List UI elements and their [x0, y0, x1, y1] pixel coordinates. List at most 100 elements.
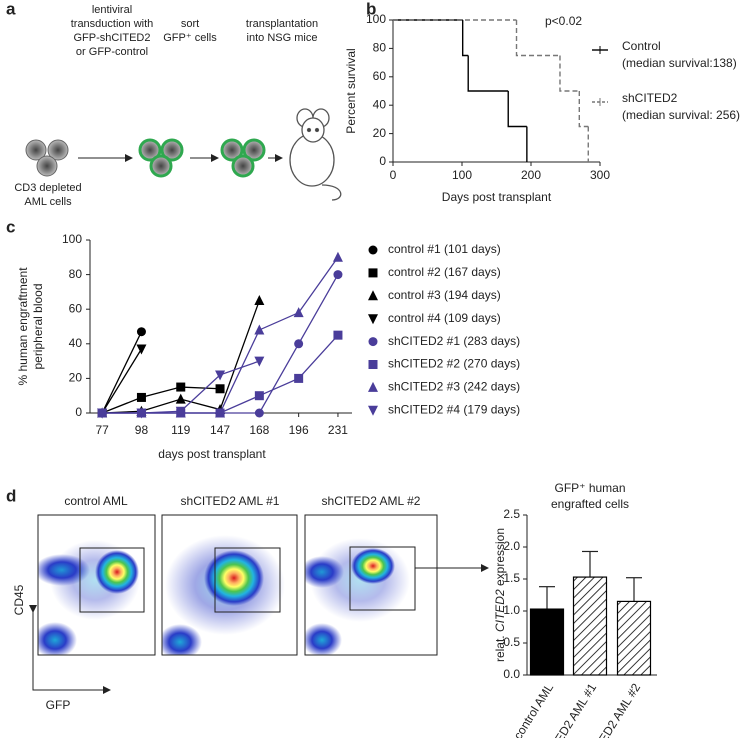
y-tick-label: 2.5: [503, 507, 520, 521]
y-tick-label: 40: [69, 336, 83, 350]
chart-title: engrafted cells: [551, 497, 629, 511]
y-tick-label: 1.0: [503, 603, 520, 617]
legend-label: shCITED2 #4 (179 days): [388, 402, 520, 416]
y-tick-label: 0: [75, 405, 82, 419]
marker: [332, 251, 343, 262]
x-tick-label: 98: [135, 423, 149, 437]
legend-label: control #4 (109 days): [388, 311, 501, 325]
y-tick-label: 40: [373, 97, 387, 111]
y-tick-label: 0: [379, 154, 386, 168]
marker: [175, 393, 186, 404]
x-tick-label: 168: [249, 423, 269, 437]
x-tick-label: 119: [171, 423, 190, 437]
step-label: GFP-shCITED2: [73, 32, 150, 44]
y-axis-label-part: CITED2: [493, 589, 507, 632]
y-tick-label: 80: [373, 41, 387, 55]
annotation: p<0.02: [545, 14, 582, 28]
chart-title: GFP⁺ human: [554, 481, 625, 495]
x-tick-label: 196: [289, 423, 309, 437]
legend-note: (median survival: 256): [622, 108, 740, 122]
legend-label: control #2 (167 days): [388, 265, 501, 279]
legend-label: control #3 (194 days): [388, 288, 501, 302]
step-label: or GFP-control: [76, 46, 148, 58]
x-tick-label: 200: [521, 168, 541, 182]
marker: [175, 406, 186, 417]
step-label: lentiviral: [92, 4, 132, 16]
cell-group: [220, 138, 266, 178]
marker: [294, 339, 304, 349]
survival-step: [467, 55, 509, 92]
marker: [215, 370, 226, 381]
marker: [254, 391, 264, 401]
bar: [616, 600, 652, 676]
marker: [176, 382, 186, 392]
marker: [368, 290, 378, 301]
marker: [136, 408, 147, 419]
bar: [529, 608, 565, 676]
flow-axis-label: GFP: [46, 698, 71, 712]
flow-frame: [37, 514, 156, 656]
x-tick-label: 100: [452, 168, 472, 182]
marker: [368, 360, 378, 369]
cells-label: AML cells: [24, 196, 72, 208]
marker: [254, 408, 264, 418]
cell-group: [138, 138, 184, 178]
mouse-icon: [289, 108, 342, 201]
marker: [136, 344, 147, 355]
step-label: transplantation: [246, 18, 318, 30]
flow-gate: [79, 547, 145, 613]
x-tick-label: control AML: [511, 681, 557, 738]
x-tick-label: 77: [95, 423, 109, 437]
flow-axis-label: CD45: [12, 584, 26, 615]
marker: [254, 324, 265, 335]
flow-frame: [304, 514, 438, 656]
legend-note: (median survival:138): [622, 56, 737, 70]
x-tick-label: 0: [390, 168, 397, 182]
panel-label: b: [366, 0, 376, 18]
step-label: GFP⁺ cells: [163, 32, 217, 44]
bar: [572, 576, 608, 676]
marker: [368, 405, 378, 416]
legend-label: shCITED2 #2 (270 days): [388, 357, 520, 371]
legend-label: shCITED2 #1 (283 days): [388, 334, 520, 348]
flow-density: [162, 535, 285, 655]
step-label: into NSG mice: [247, 32, 318, 44]
flow-plots: control AML shCITED2 AML #1 shCITED2 AML…: [12, 494, 489, 712]
series-line: [101, 331, 143, 414]
legend-label: Control: [622, 39, 661, 53]
y-tick-label: 100: [366, 12, 386, 26]
marker: [215, 384, 225, 394]
survival-step: [461, 20, 469, 57]
legend-label: control #1 (101 days): [388, 242, 501, 256]
flow-density: [38, 540, 140, 655]
y-axis-label: % human engraftment: [16, 267, 30, 386]
survival-step: [507, 91, 527, 128]
y-tick-label: 100: [62, 232, 82, 246]
y-tick-label: 20: [69, 371, 83, 385]
y-axis-label-part: relat.: [493, 632, 507, 662]
step-label: sort: [181, 18, 199, 30]
flow-axis-arrows: [29, 605, 111, 694]
y-tick-label: 0.5: [503, 635, 520, 649]
flow-gate: [349, 546, 416, 611]
y-tick-label: 2.0: [503, 539, 520, 553]
marker: [293, 307, 304, 318]
x-axis-label: Days post transplant: [442, 190, 552, 204]
panel-label: d: [6, 486, 16, 505]
y-axis-label-part: expression: [493, 528, 507, 589]
legend-label: shCITED2: [622, 91, 678, 105]
y-tick-label: 60: [69, 301, 83, 315]
cells-label: CD3 depleted: [14, 182, 81, 194]
survival-step: [559, 55, 580, 92]
marker: [368, 337, 378, 347]
marker: [97, 408, 108, 419]
y-axis-label: Percent survival: [344, 48, 358, 133]
flow-gate: [214, 547, 281, 613]
step-label: transduction with: [71, 18, 154, 30]
survival-step: [515, 20, 560, 57]
y-tick-label: 0.0: [503, 667, 520, 681]
y-tick-label: 1.5: [503, 571, 520, 585]
flow-frame: [161, 514, 298, 656]
y-tick-label: 80: [69, 267, 83, 281]
